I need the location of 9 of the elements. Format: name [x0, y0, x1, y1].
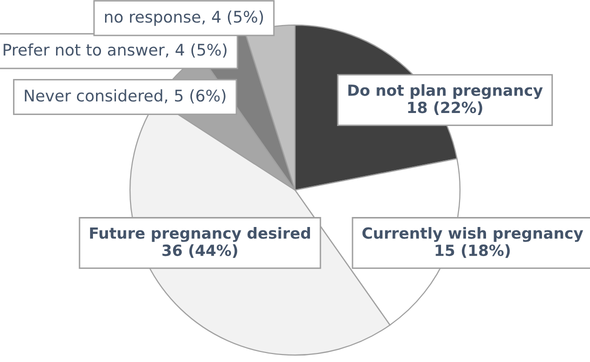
slice-label: no response, 4 (5%): [105, 10, 263, 26]
data-label: 36 (44%): [162, 244, 238, 258]
data-label: 18 (22%): [408, 101, 482, 115]
slice-label: Currently wish pregnancy: [362, 227, 584, 242]
slice-label: Prefer not to answer, 4 (5%): [4, 43, 226, 58]
slice-label: Never considered, 5 (6%): [24, 89, 226, 104]
slice-label: Future pregnancy desired: [90, 227, 310, 242]
slice-label: Do not plan pregnancy: [348, 84, 543, 100]
data-label: 15 (18%): [436, 244, 510, 258]
